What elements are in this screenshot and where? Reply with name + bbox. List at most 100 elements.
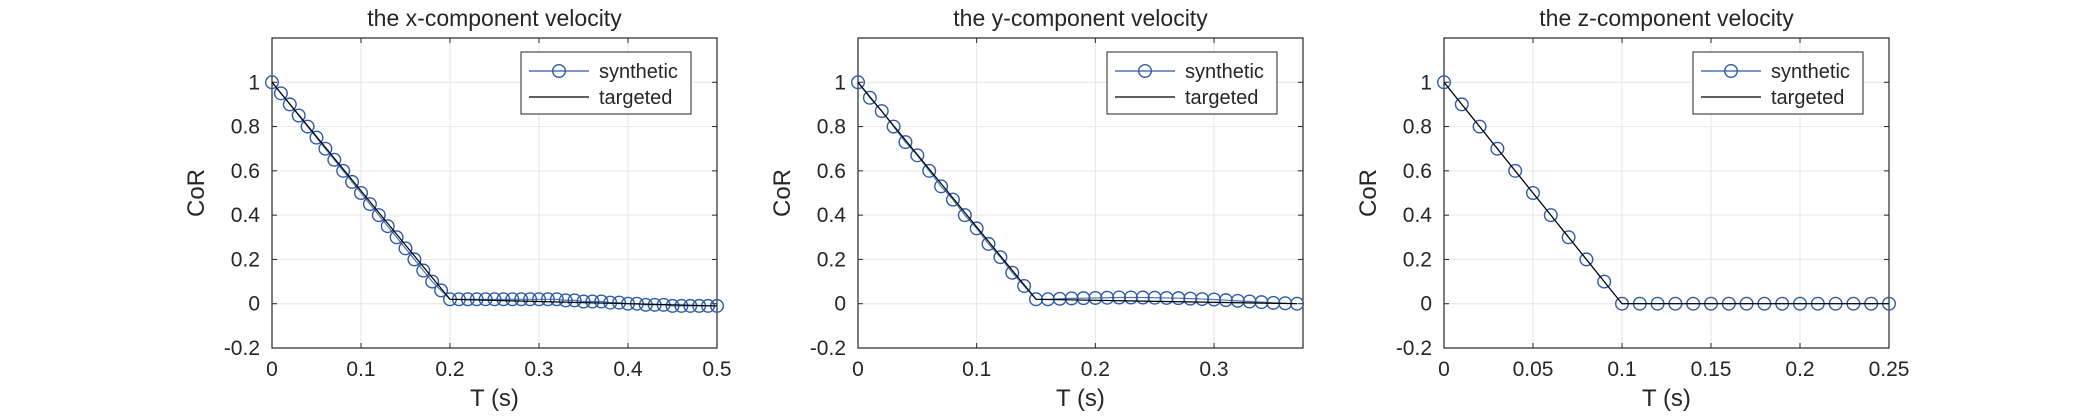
x-tick-label: 0.2 (1785, 358, 1814, 381)
y-axis-label: CoR (1355, 169, 1382, 217)
axes-box (1443, 37, 1890, 349)
data-point-synthetic (1088, 290, 1103, 305)
y-axis-label: CoR (183, 169, 210, 217)
data-point-synthetic (345, 174, 360, 189)
data-point-synthetic (1579, 252, 1594, 267)
legend-label-targeted: targeted (599, 87, 672, 109)
y-tick-label: 0 (834, 293, 846, 316)
data-point-synthetic (1490, 141, 1505, 156)
data-point-synthetic (1147, 290, 1162, 305)
data-point-synthetic (291, 108, 306, 123)
data-point-synthetic (487, 292, 502, 307)
data-point-synthetic (318, 141, 333, 156)
data-point-synthetic (362, 197, 377, 212)
data-point-synthetic (407, 252, 422, 267)
data-point-synthetic (862, 90, 877, 105)
x-tick-label: 0 (266, 358, 278, 381)
data-point-synthetic (910, 148, 925, 163)
data-point-synthetic (1183, 291, 1198, 306)
x-tick-label: 0.3 (524, 358, 553, 381)
chart-title: the x-component velocity (367, 5, 622, 31)
y-tick-label: -0.2 (1396, 337, 1432, 360)
legend-box (520, 51, 692, 115)
data-point-synthetic (945, 192, 960, 207)
data-point-synthetic (478, 292, 493, 307)
legend-marker-synthetic (1723, 63, 1738, 78)
data-point-synthetic (1100, 290, 1115, 305)
x-tick-label: 0.4 (613, 358, 643, 381)
data-point-synthetic (354, 185, 369, 200)
y-tick-label: 0.2 (231, 248, 260, 271)
legend-marker-synthetic (1137, 63, 1152, 78)
data-point-synthetic (1561, 230, 1576, 245)
data-point-synthetic (273, 86, 288, 101)
legend-label-synthetic: synthetic (1185, 61, 1264, 83)
data-point-synthetic (993, 250, 1008, 265)
x-axis-label: T (s) (470, 385, 519, 412)
x-tick-label: 0.3 (1199, 358, 1228, 381)
data-point-synthetic (1052, 291, 1067, 306)
chart-title: the z-component velocity (1539, 5, 1794, 31)
data-point-synthetic (1436, 75, 1451, 90)
legend-label-targeted: targeted (1185, 87, 1258, 109)
y-tick-label: 0.6 (231, 160, 260, 183)
series-line-targeted (1443, 81, 1889, 305)
y-tick-label: 1 (834, 71, 846, 94)
y-tick-label: 0 (248, 293, 260, 316)
data-point-synthetic (514, 292, 529, 307)
data-point-synthetic (371, 208, 386, 223)
data-point-synthetic (389, 230, 404, 245)
data-point-synthetic (1076, 291, 1091, 306)
series-line-targeted (857, 81, 1298, 305)
x-tick-label: 0.1 (1607, 358, 1636, 381)
legend: synthetic targeted (1106, 51, 1278, 115)
data-point-synthetic (336, 163, 351, 178)
data-point-synthetic (665, 298, 680, 313)
data-point-synthetic (1454, 97, 1469, 112)
data-point-synthetic (425, 274, 440, 289)
x-tick-label: 0.2 (435, 358, 464, 381)
data-point-synthetic (898, 135, 913, 150)
data-point-synthetic (1472, 119, 1487, 134)
data-point-synthetic (969, 221, 984, 236)
axes-box (857, 37, 1304, 349)
y-tick-label: 0.2 (1403, 248, 1432, 271)
data-point-synthetic (1017, 279, 1032, 294)
legend: synthetic targeted (1692, 51, 1864, 115)
y-tick-label: 1 (248, 71, 260, 94)
data-point-synthetic (1543, 208, 1558, 223)
data-point-synthetic (549, 292, 564, 307)
y-axis-label: CoR (769, 169, 796, 217)
data-point-synthetic (612, 295, 627, 310)
data-point-synthetic (532, 292, 547, 307)
legend: synthetic targeted (520, 51, 692, 115)
chart-panel: 0 0.1 0.2 0.3 -0.2 0 0.2 0.4 0.6 0.8 1 the y-compon… (769, 5, 1305, 412)
data-point-synthetic (957, 208, 972, 223)
y-tick-label: 0.4 (1403, 204, 1433, 227)
legend-marker-synthetic (552, 63, 567, 78)
y-tick-label: 0.8 (1403, 116, 1432, 139)
data-point-synthetic (851, 75, 866, 90)
data-point-synthetic (416, 263, 431, 278)
x-tick-label: 0.1 (346, 358, 375, 381)
x-axis-label: T (s) (1642, 385, 1691, 412)
y-tick-label: 0.4 (817, 204, 847, 227)
x-tick-label: 0.05 (1513, 358, 1554, 381)
legend-box (1692, 51, 1864, 115)
y-tick-label: 0.6 (817, 160, 846, 183)
x-tick-label: 0.15 (1691, 358, 1732, 381)
legend-label-synthetic: synthetic (599, 61, 678, 83)
data-point-synthetic (540, 292, 555, 307)
series-line-targeted (271, 81, 718, 307)
chart-title: the y-component velocity (953, 5, 1208, 31)
axes-box (271, 37, 718, 349)
data-point-synthetic (1195, 292, 1210, 307)
data-point-synthetic (496, 292, 511, 307)
data-point-synthetic (505, 292, 520, 307)
y-tick-label: -0.2 (224, 337, 260, 360)
data-point-synthetic (265, 75, 280, 90)
x-tick-label: 0.2 (1081, 358, 1110, 381)
x-tick-label: 0.5 (702, 358, 731, 381)
data-point-synthetic (1508, 163, 1523, 178)
